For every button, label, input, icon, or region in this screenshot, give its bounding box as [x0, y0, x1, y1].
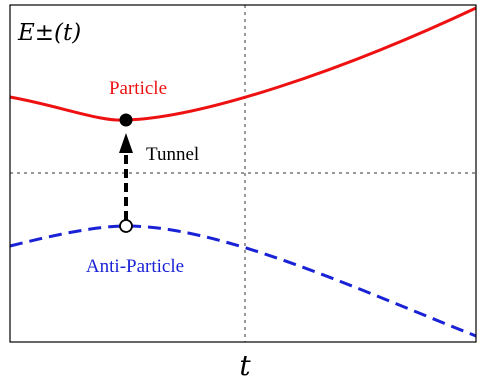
antiparticle-curve	[9, 224, 477, 338]
antiparticle-point	[119, 219, 133, 233]
particle-label: Particle	[109, 78, 167, 99]
particle-curve	[9, 6, 477, 122]
tunnel-label: Tunnel	[146, 144, 199, 165]
y-axis-label: E±(t)	[17, 20, 81, 46]
x-axis-label: t	[239, 349, 251, 381]
antiparticle-label: Anti-Particle	[86, 256, 184, 277]
plot-frame	[9, 4, 477, 343]
particle-point	[119, 113, 133, 127]
tunnel-arrowhead	[119, 133, 133, 153]
